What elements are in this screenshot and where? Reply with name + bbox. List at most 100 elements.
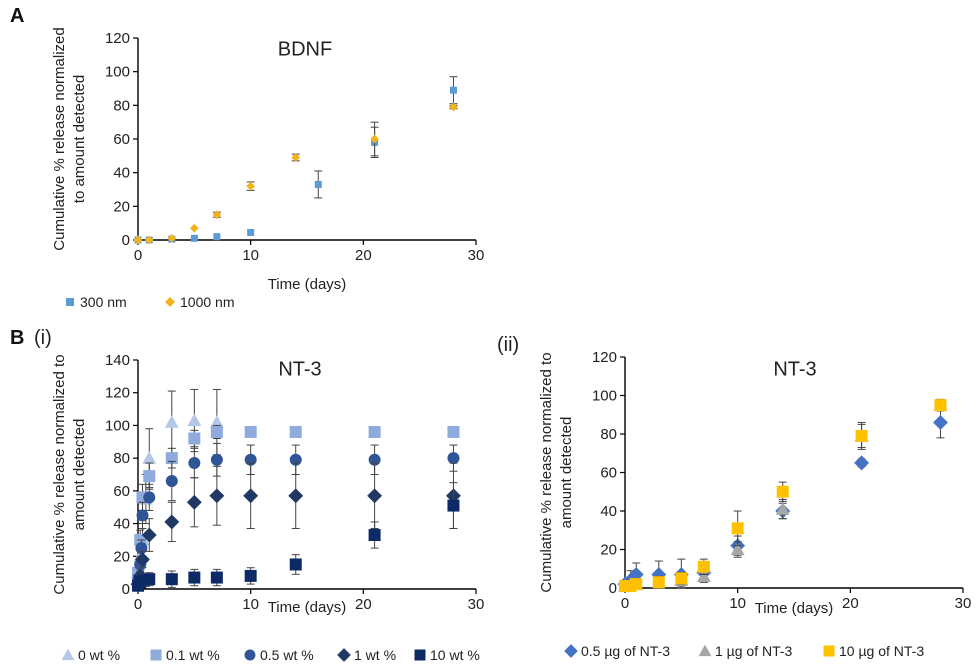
y-tick-label: 20 [113, 198, 130, 215]
data-point [187, 413, 202, 427]
data-point [143, 573, 156, 586]
data-point [141, 527, 157, 543]
chart-title: BDNF [278, 39, 332, 61]
data-point [167, 233, 177, 243]
chart-title: NT-3 [773, 359, 816, 381]
legend-marker [823, 645, 835, 657]
y-axis-title: Cumulative % release normalized [51, 27, 68, 250]
chart-bi: NT-3 0 10 20 30 0 20 40 60 80 100 120 140 Time (days)… [51, 352, 484, 663]
data-point [164, 514, 180, 530]
series-1000-nm [133, 102, 458, 245]
data-point [696, 569, 711, 583]
y-tick-label: 0 [122, 581, 130, 598]
series-10-wt- [132, 482, 460, 592]
data-point [368, 529, 381, 542]
data-point [243, 488, 259, 504]
y-tick-label: 80 [113, 97, 130, 114]
data-point [209, 415, 224, 428]
data-point [675, 572, 688, 585]
x-tick-label: 20 [842, 595, 859, 612]
y-tick-label: 20 [113, 548, 130, 565]
x-tick-label: 20 [355, 596, 372, 613]
x-tick-label: 30 [955, 595, 972, 612]
data-point [210, 571, 223, 584]
data-point [165, 475, 178, 488]
x-axis-title: Time (days) [755, 600, 834, 617]
y-tick-label: 40 [113, 516, 130, 533]
data-point [368, 425, 381, 438]
panel-label-b: B [10, 327, 24, 349]
data-point [291, 153, 301, 162]
legend: 0.5 µg of NT-3 1 µg of NT-3 10 µg of NT-3 [564, 643, 924, 659]
y-axis-title: amount detected [71, 419, 88, 531]
chart-a: BDNF 0 10 20 30 0 20 40 60 80 100 120 Time (days) Cum… [51, 27, 484, 310]
y-tick-label: 0 [122, 232, 130, 249]
x-tick-label: 30 [468, 247, 485, 264]
y-axis-title: to amount detected [71, 75, 88, 203]
data-point [731, 522, 744, 535]
panel-label-b-i: (i) [34, 327, 52, 349]
data-point [188, 571, 201, 584]
data-point [447, 499, 460, 512]
y-tick-label: 80 [600, 426, 617, 443]
data-point [244, 569, 257, 582]
y-tick-label: 140 [105, 352, 130, 369]
data-point [210, 453, 223, 466]
data-point [630, 578, 643, 591]
chart-bii: NT-3 0 10 20 30 0 20 40 60 80 100 120 Time (days) Cum… [538, 349, 971, 659]
legend-marker [244, 649, 256, 661]
legend-label: 0.5 µg of NT-3 [581, 643, 670, 659]
x-tick-label: 30 [468, 596, 485, 613]
legend-marker [414, 649, 426, 661]
legend-marker [61, 648, 75, 661]
data-point [189, 223, 199, 233]
data-point [775, 502, 790, 515]
legend-label: 1000 nm [180, 294, 234, 310]
data-point [933, 415, 948, 430]
data-point [186, 494, 202, 510]
data-point [854, 455, 870, 471]
data-point [370, 134, 379, 144]
legend: 300 nm 1000 nm [66, 294, 234, 310]
x-tick-label: 10 [242, 596, 259, 613]
x-axis-title: Time (days) [268, 599, 347, 616]
legend-label: 1 wt % [354, 647, 396, 663]
y-tick-label: 40 [113, 165, 130, 182]
data-point [212, 210, 222, 220]
y-tick-label: 100 [105, 417, 130, 434]
x-tick-label: 0 [621, 595, 629, 612]
data-point [133, 235, 143, 245]
data-point [244, 425, 257, 438]
y-tick-label: 40 [600, 503, 617, 520]
legend-label: 300 nm [80, 294, 127, 310]
y-tick-label: 60 [113, 483, 130, 500]
data-point [135, 542, 148, 555]
legend: 0 wt % 0.1 wt % 0.5 wt % 1 wt % 10 wt % [61, 647, 480, 663]
legend-label: 10 wt % [430, 647, 480, 663]
legend-label: 0 wt % [78, 647, 120, 663]
data-point [697, 560, 710, 573]
x-tick-label: 10 [242, 247, 259, 264]
x-tick-label: 0 [134, 247, 142, 264]
data-point [188, 432, 201, 445]
x-tick-label: 20 [355, 247, 372, 264]
chart-title: NT-3 [278, 359, 321, 381]
series-10-g-of-nt-3 [619, 399, 947, 593]
panel-label-a: A [10, 5, 24, 27]
legend-label: 0.1 wt % [166, 647, 220, 663]
legend-marker [564, 644, 578, 658]
data-point [213, 233, 221, 241]
data-point [136, 509, 149, 522]
data-point [188, 457, 201, 470]
data-point [934, 399, 947, 412]
data-point [164, 415, 179, 428]
data-point [447, 425, 460, 438]
y-tick-label: 100 [592, 388, 617, 405]
data-point [143, 470, 156, 483]
y-tick-label: 20 [600, 542, 617, 559]
data-point [289, 558, 302, 571]
data-point [135, 552, 150, 567]
y-tick-label: 120 [105, 385, 130, 402]
series-0-1-wt- [132, 424, 460, 579]
